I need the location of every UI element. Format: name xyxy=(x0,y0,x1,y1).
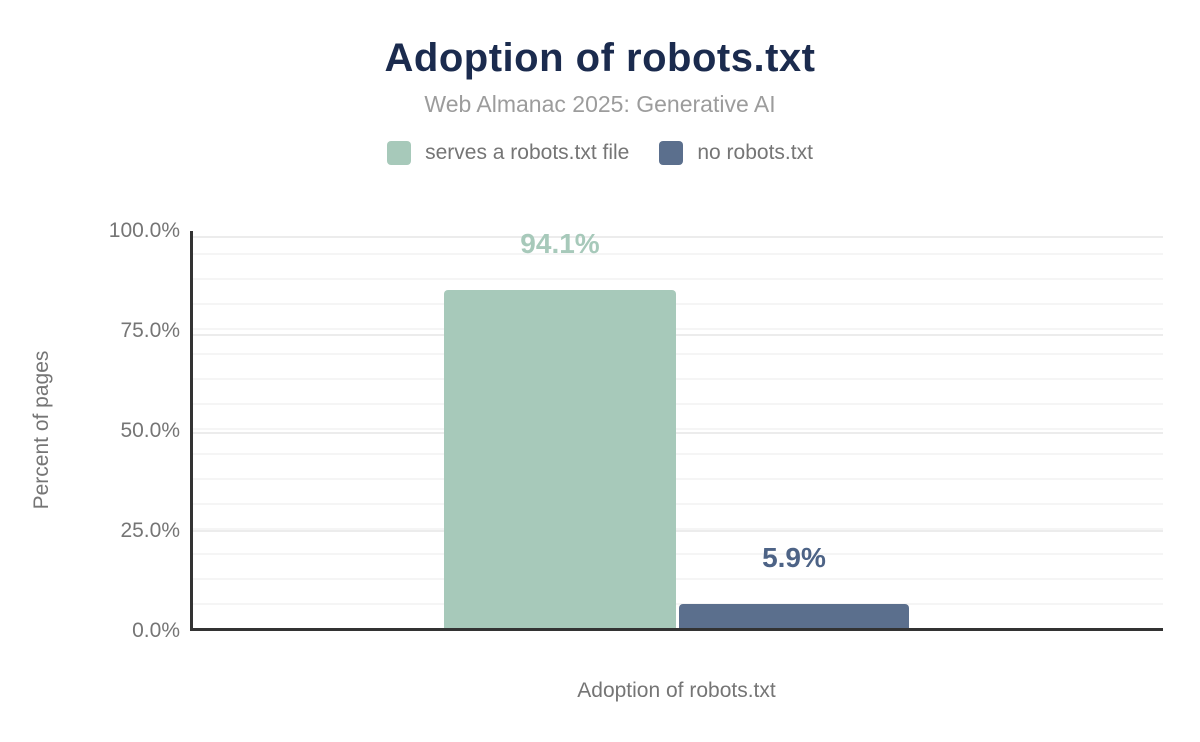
chart-subtitle: Web Almanac 2025: Generative AI xyxy=(424,91,776,117)
x-axis-title: Adoption of robots.txt xyxy=(577,679,776,702)
y-axis-title: Percent of pages xyxy=(30,350,53,510)
bar-value-label: 94.1% xyxy=(520,228,600,259)
bar-group-serves-robots-txt: 94.1% xyxy=(444,228,676,628)
bar-value-label: 5.9% xyxy=(762,542,826,574)
y-tick-25: 25.0% xyxy=(120,519,180,542)
legend-label: serves a robots.txt file xyxy=(425,141,630,164)
bar-group-no-robots-txt: 5.9% xyxy=(679,228,909,628)
y-tick-50: 50.0% xyxy=(120,419,180,442)
legend-item-no-robots-txt: no robots.txt xyxy=(659,141,813,165)
y-axis-ticks: 100.0% 75.0% 50.0% 25.0% 0.0% xyxy=(0,219,180,642)
legend-item-serves-robots-txt: serves a robots.txt file xyxy=(387,141,629,165)
chart-title: Adoption of robots.txt xyxy=(384,36,816,80)
plot-area: 94.1% 5.9% xyxy=(190,228,1163,631)
legend-swatch-slate xyxy=(659,141,684,165)
legend-label: no robots.txt xyxy=(697,141,813,164)
legend: serves a robots.txt file no robots.txt xyxy=(0,141,1200,165)
y-tick-75: 75.0% xyxy=(120,319,180,342)
legend-swatch-green xyxy=(387,141,412,165)
y-tick-100: 100.0% xyxy=(108,219,180,242)
bar-no-robots-txt xyxy=(679,604,909,628)
bar-serves-robots-txt xyxy=(444,290,676,628)
y-tick-0: 0.0% xyxy=(132,619,180,642)
